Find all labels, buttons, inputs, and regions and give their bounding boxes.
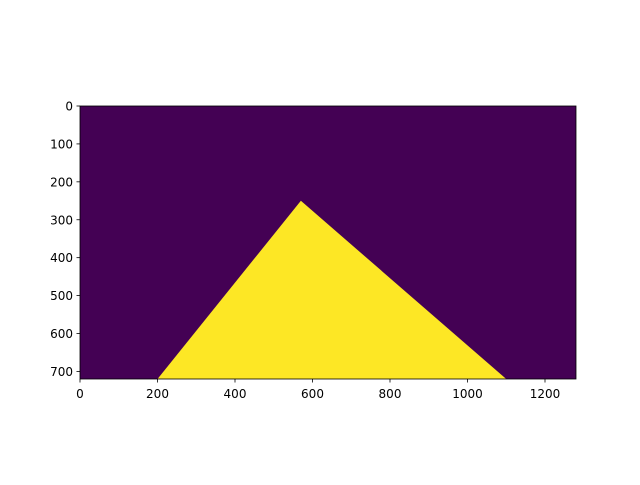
axes-frame bbox=[79, 105, 577, 380]
x-tick-label: 1200 bbox=[530, 387, 561, 401]
heatmap-region bbox=[157, 200, 507, 379]
x-tick-label: 600 bbox=[301, 387, 324, 401]
x-tick-label: 200 bbox=[146, 387, 169, 401]
y-tick-label: 500 bbox=[50, 289, 73, 303]
y-tick-label: 700 bbox=[50, 365, 73, 379]
y-tick-label: 400 bbox=[50, 251, 73, 265]
x-axis-ticks: 0 200 400 600 800 1000 1200 bbox=[76, 379, 560, 401]
y-tick-label: 0 bbox=[65, 100, 73, 114]
y-tick-label: 300 bbox=[50, 213, 73, 227]
y-tick-label: 600 bbox=[50, 327, 73, 341]
y-tick-label: 100 bbox=[50, 137, 73, 151]
x-tick-label: 1000 bbox=[452, 387, 483, 401]
x-tick-label: 0 bbox=[76, 387, 84, 401]
x-tick-label: 400 bbox=[224, 387, 247, 401]
y-axis-ticks: 0 100 200 300 400 500 600 700 bbox=[50, 100, 80, 379]
y-tick-label: 200 bbox=[50, 175, 73, 189]
x-tick-label: 800 bbox=[379, 387, 402, 401]
